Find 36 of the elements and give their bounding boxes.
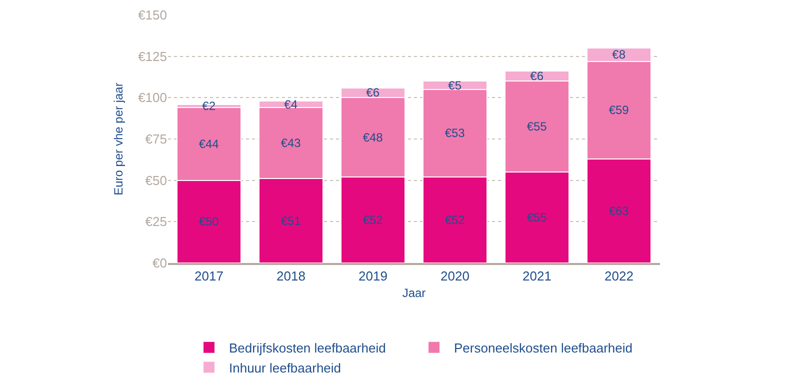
x-tick-label: 2019 [358, 268, 388, 284]
x-tick-label: 2017 [194, 268, 224, 284]
legend-label: Personeelskosten leefbaarheid [454, 340, 633, 356]
y-tick-label: €100 [138, 90, 167, 106]
y-tick-label: €125 [138, 48, 167, 64]
x-tick-label: 2022 [604, 268, 634, 284]
data-label: €51 [280, 214, 302, 228]
data-label: €44 [198, 136, 220, 151]
data-label: €63 [608, 204, 630, 218]
y-tick-label: €25 [145, 214, 167, 230]
legend-label: Inhuur leefbaarheid [229, 360, 342, 376]
data-label: €6 [530, 69, 544, 84]
data-label: €52 [444, 213, 466, 228]
data-label: €55 [526, 120, 548, 134]
y-tick-label: €50 [145, 172, 167, 188]
y-tick-label: €150 [138, 8, 167, 23]
data-label: €8 [612, 48, 626, 62]
data-label: €52 [362, 213, 384, 228]
data-label: €55 [526, 210, 548, 225]
data-label: €59 [608, 103, 630, 118]
data-label: €53 [444, 126, 466, 140]
data-label: €6 [366, 86, 380, 100]
x-tick-label: 2020 [440, 268, 470, 284]
data-label: €5 [448, 78, 462, 92]
y-axis-title: Euro per vhe per jaar [111, 82, 126, 196]
data-label: €48 [362, 130, 384, 144]
y-tick-label: €75 [145, 132, 167, 147]
y-tick-label: €0 [152, 256, 167, 271]
legend-label: Bedrijfskosten leefbaarheid [229, 340, 386, 356]
data-label: €50 [198, 214, 220, 229]
data-label: €2 [202, 98, 216, 113]
data-label: €4 [284, 97, 298, 112]
x-tick-label: 2018 [276, 268, 306, 284]
x-axis-title: Jaar [402, 286, 426, 300]
x-tick-label: 2021 [522, 268, 552, 284]
data-label: €43 [280, 136, 302, 150]
